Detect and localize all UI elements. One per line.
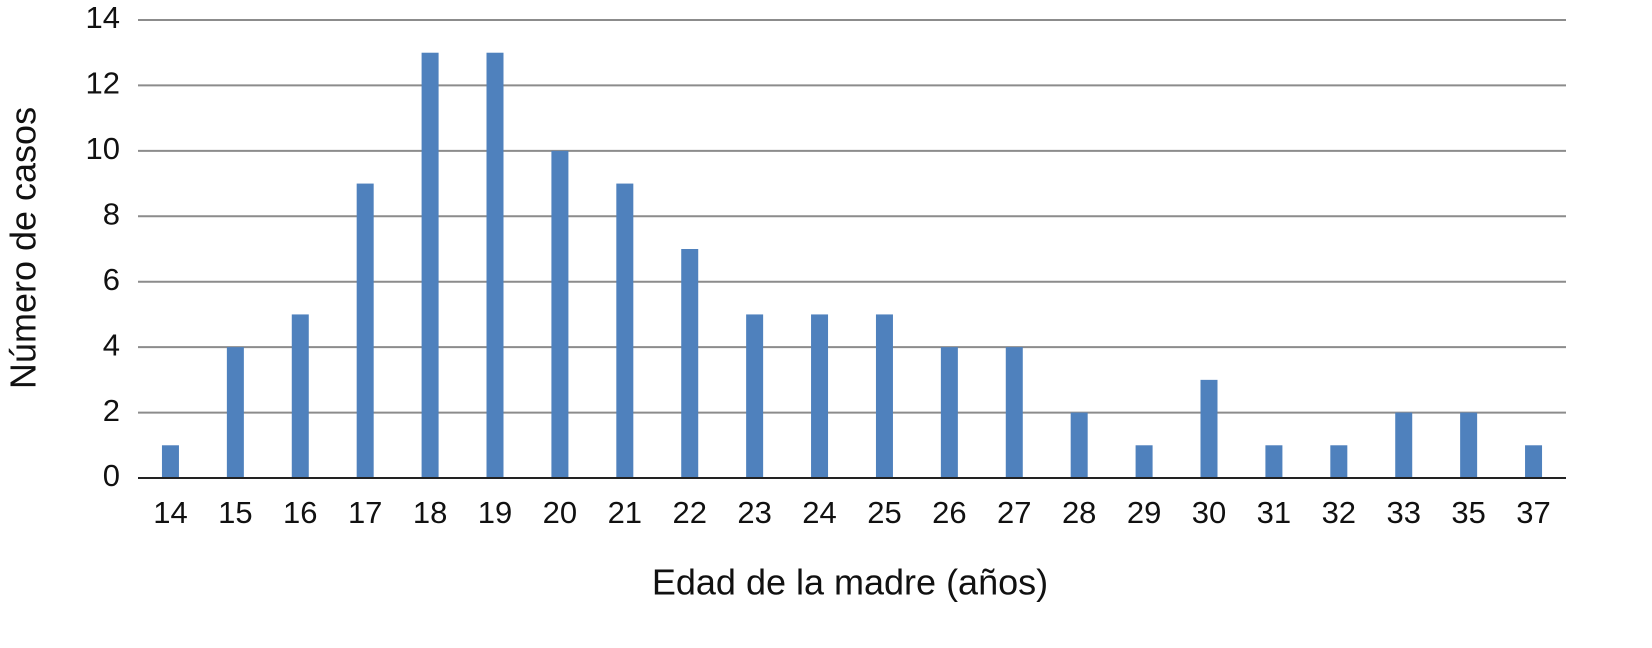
x-tick-label: 19 [478, 495, 512, 530]
bar [616, 183, 634, 479]
y-tick-label: 8 [103, 196, 120, 231]
bar [421, 52, 439, 478]
x-tick-label: 23 [737, 495, 771, 530]
bar [1005, 347, 1023, 478]
x-tick-label: 15 [218, 495, 252, 530]
bar [486, 52, 504, 478]
bar [1330, 445, 1348, 478]
y-tick-label: 14 [86, 0, 120, 35]
bar [161, 445, 179, 478]
x-tick-label: 22 [672, 495, 706, 530]
bar [1070, 412, 1088, 478]
x-tick-label: 16 [283, 495, 317, 530]
bar [356, 183, 374, 479]
x-tick-label: 24 [802, 495, 836, 530]
bar [746, 314, 764, 478]
x-tick-label: 18 [413, 495, 447, 530]
x-tick-label: 29 [1127, 495, 1161, 530]
bar [1460, 412, 1478, 478]
bar [1265, 445, 1283, 478]
x-tick-label: 26 [932, 495, 966, 530]
bar [875, 314, 893, 478]
x-tick-label: 27 [997, 495, 1031, 530]
y-tick-label: 6 [103, 262, 120, 297]
y-tick-label: 2 [103, 393, 120, 428]
bar [1200, 379, 1218, 478]
x-axis-title: Edad de la madre (años) [652, 562, 1048, 603]
x-tick-label: 33 [1386, 495, 1420, 530]
y-tick-label: 10 [86, 131, 120, 166]
x-tick-label: 25 [867, 495, 901, 530]
bar [940, 347, 958, 478]
x-tick-label: 37 [1516, 495, 1550, 530]
bar [681, 249, 699, 478]
y-tick-label: 4 [103, 327, 120, 362]
bar [1135, 445, 1153, 478]
x-tick-label: 21 [608, 495, 642, 530]
bar [1525, 445, 1543, 478]
y-axis-title: Número de casos [3, 107, 44, 389]
x-tick-label: 17 [348, 495, 382, 530]
x-tick-label: 28 [1062, 495, 1096, 530]
y-tick-label: 12 [86, 66, 120, 101]
bar [291, 314, 309, 478]
x-tick-label: 32 [1322, 495, 1356, 530]
x-tick-label: 31 [1257, 495, 1291, 530]
x-tick-label: 30 [1192, 495, 1226, 530]
x-tick-label: 35 [1451, 495, 1485, 530]
bar [811, 314, 829, 478]
bar [551, 150, 569, 478]
bar [226, 347, 244, 478]
x-tick-label: 20 [543, 495, 577, 530]
x-tick-label: 14 [153, 495, 187, 530]
y-tick-label: 0 [103, 458, 120, 493]
bar [1395, 412, 1413, 478]
